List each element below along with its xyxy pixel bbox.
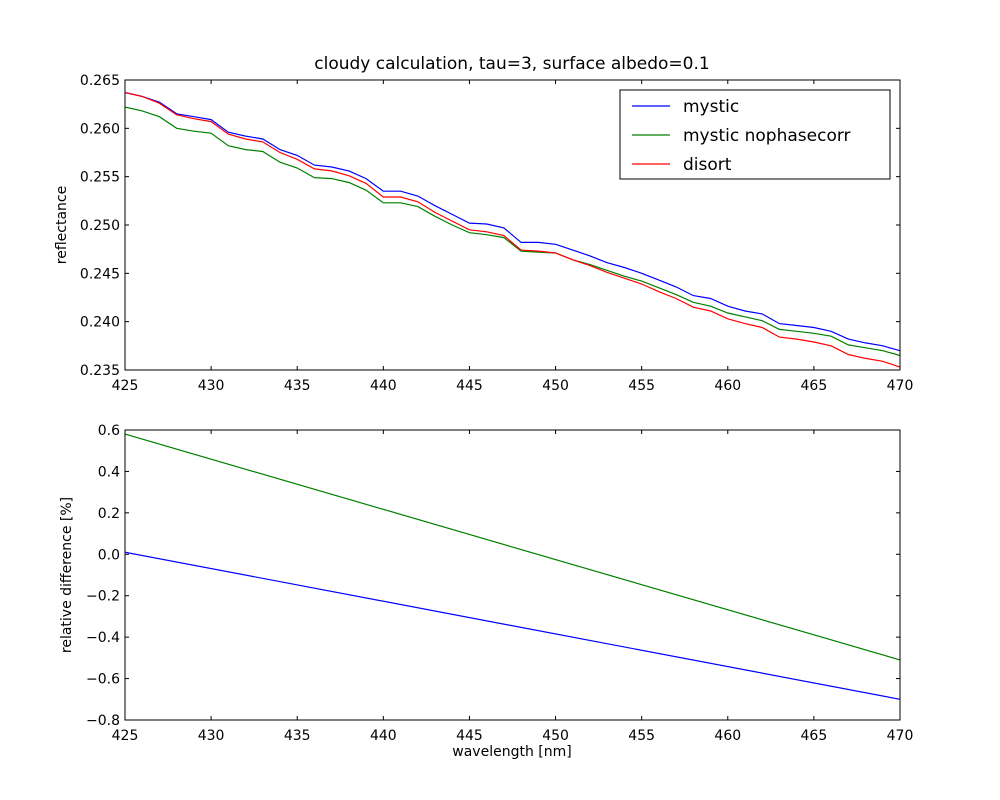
legend-label: disort: [683, 155, 732, 175]
x-tick-label: 460: [714, 728, 741, 744]
x-tick-label: 435: [284, 728, 311, 744]
top-axes: 425 430 435 440 445 450 455 460 465 470 0.235 0.240…: [80, 73, 913, 394]
y-tick-label: 0.260: [80, 121, 120, 137]
x-tick-label: 460: [714, 378, 741, 394]
top-y-axis-label: reflectance: [54, 186, 70, 264]
x-tick-label: 470: [887, 378, 914, 394]
legend-label: mystic: [683, 97, 739, 117]
bottom-y-axis-label: relative difference [%]: [59, 497, 75, 653]
x-tick-label: 445: [456, 728, 483, 744]
x-tick-label: 455: [628, 728, 655, 744]
x-tick-label: 450: [542, 378, 569, 394]
series-line-disort: [124, 92, 901, 368]
y-tick-label: 0.2: [98, 506, 120, 522]
bottom-axes: 425 430 435 440 445 450 455 460 465 470 −0.8 −0.6 −0…: [86, 423, 913, 744]
x-tick-label: 425: [112, 728, 139, 744]
y-tick-label: 0.250: [80, 218, 120, 234]
y-tick-label: −0.4: [86, 630, 120, 646]
y-tick-label: 0.4: [98, 464, 120, 480]
x-tick-label: 425: [112, 378, 139, 394]
y-tick-label: 0.6: [98, 423, 120, 439]
x-tick-label: 440: [370, 728, 397, 744]
series-line-mystic-nophasecorr: [124, 433, 901, 661]
y-tick-label: −0.2: [86, 589, 120, 605]
x-tick-label: 470: [887, 728, 914, 744]
y-tick-label: 0.235: [80, 363, 120, 379]
series-line-mystic: [124, 551, 901, 700]
x-tick-label: 430: [198, 378, 225, 394]
x-tick-label: 455: [628, 378, 655, 394]
x-tick-label: 430: [198, 728, 225, 744]
x-tick-label: 435: [284, 378, 311, 394]
x-tick-label: 465: [801, 728, 828, 744]
x-tick-label: 465: [801, 378, 828, 394]
y-tick-label: 0.255: [80, 170, 120, 186]
y-tick-label: 0.245: [80, 266, 120, 282]
y-tick-label: 0.265: [80, 73, 120, 89]
y-tick-label: −0.6: [86, 672, 120, 688]
x-tick-label: 445: [456, 378, 483, 394]
x-tick-label: 440: [370, 378, 397, 394]
chart-title: cloudy calculation, tau=3, surface albed…: [314, 54, 709, 74]
y-tick-label: 0.0: [98, 547, 120, 563]
series-line-mystic: [124, 92, 901, 352]
x-axis-label: wavelength [nm]: [452, 744, 571, 760]
x-tick-label: 450: [542, 728, 569, 744]
y-tick-label: −0.8: [86, 713, 120, 729]
legend: mystic mystic nophasecorr disort: [619, 89, 891, 180]
y-tick-label: 0.240: [80, 315, 120, 331]
axes-frame: [124, 429, 901, 721]
series-line-mystic-nophasecorr: [124, 106, 901, 357]
legend-label: mystic nophasecorr: [683, 126, 851, 146]
